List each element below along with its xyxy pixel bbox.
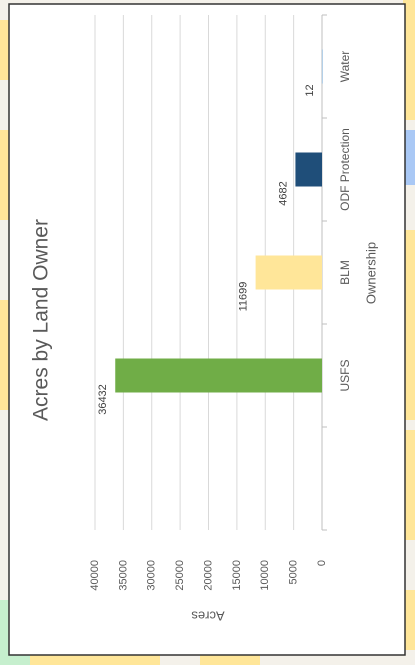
x-tick-label: ODF Protection	[338, 128, 352, 211]
y-tick-label: 30000	[146, 560, 158, 591]
map-parcel	[403, 130, 415, 185]
map-parcel	[403, 590, 415, 650]
y-tick-label: 15000	[231, 560, 243, 591]
y-tick-label: 35000	[117, 560, 129, 591]
x-tick-label: Water	[338, 51, 352, 83]
bar	[295, 152, 323, 187]
data-label: 4682	[277, 181, 289, 205]
y-tick-label: 0	[316, 560, 328, 566]
chart-panel	[8, 3, 406, 656]
data-label: 36432	[97, 384, 109, 415]
chart-title: Acres by Land Owner	[30, 219, 53, 421]
map-parcel	[403, 230, 415, 420]
y-tick-label: 25000	[174, 560, 186, 591]
map-parcel	[403, 430, 415, 540]
rotated-chart: Acres by Land Owner Acres Ownership 0 500…	[30, 14, 378, 624]
x-axis-title: Ownership	[363, 242, 378, 304]
y-tick-label: 10000	[259, 560, 271, 591]
y-tick-label: 40000	[89, 560, 101, 591]
y-axis-title: Acres	[191, 609, 225, 624]
map-parcel	[403, 0, 415, 120]
x-tick-label: BLM	[338, 260, 352, 285]
x-tick-label: USFS	[338, 359, 352, 391]
data-label: 11699	[238, 282, 250, 312]
bar	[255, 255, 322, 290]
bar	[321, 49, 323, 84]
y-tick-label: 5000	[288, 560, 300, 584]
y-tick-label: 20000	[202, 560, 214, 591]
bar	[115, 358, 322, 393]
data-label: 12	[304, 84, 316, 96]
